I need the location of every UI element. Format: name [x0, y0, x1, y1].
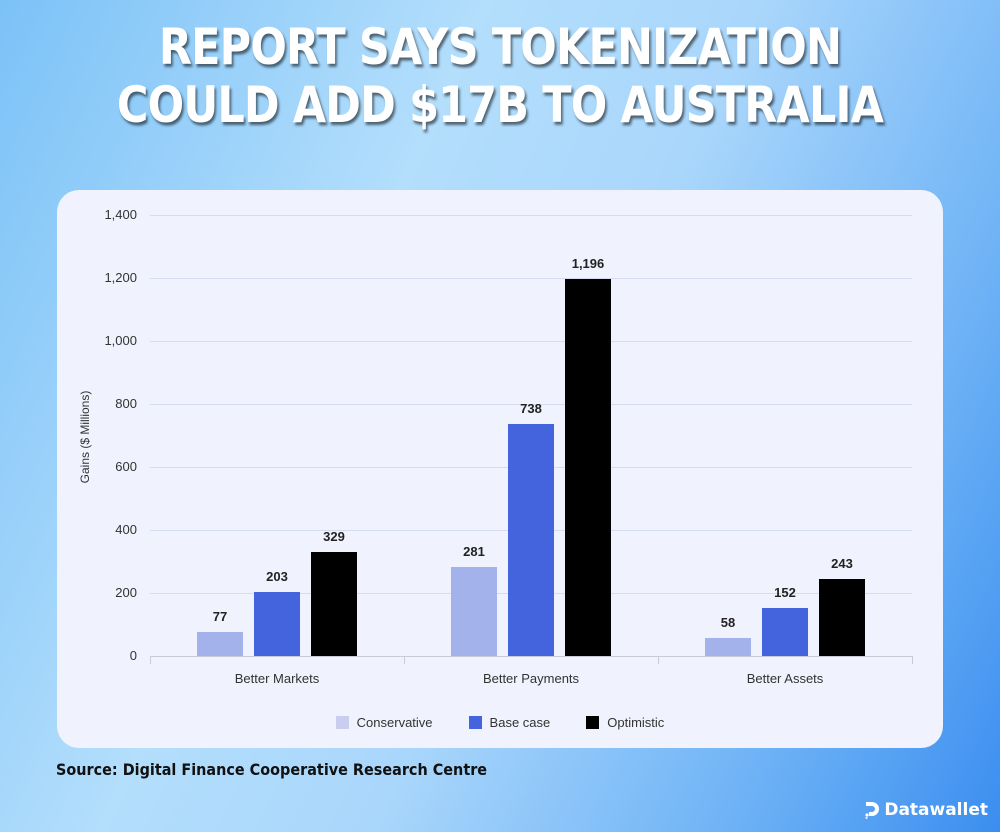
- y-tick-label: 1,000: [104, 333, 137, 348]
- gridline: [150, 341, 912, 342]
- bar-value-label: 281: [463, 544, 485, 560]
- gridline: [150, 278, 912, 279]
- bar-base-case: [254, 592, 300, 656]
- bar-value-label: 203: [266, 569, 288, 585]
- bar-optimistic: [311, 552, 357, 656]
- bar-chart: 0 200 400 600 800 1,000 1,200 1,400 77 203 329 Bett…: [57, 190, 943, 748]
- y-tick-label: 400: [115, 522, 137, 537]
- legend-swatch-icon: [586, 716, 600, 729]
- y-tick-label: 0: [129, 648, 137, 663]
- x-axis-tick: [912, 656, 913, 664]
- y-tick-label: 1,400: [104, 207, 137, 222]
- legend-item-optimistic: Optimistic: [586, 715, 664, 730]
- gridline: [150, 404, 912, 405]
- bar-value-label: 243: [831, 556, 853, 572]
- bar-optimistic: [565, 279, 611, 656]
- headline-line-2: COULD ADD $17B TO AUSTRALIA: [116, 76, 884, 134]
- datawallet-logo-icon: [865, 802, 880, 819]
- bar-base-case: [508, 423, 554, 656]
- legend-swatch-icon: [468, 716, 482, 729]
- legend-item-conservative: Conservative: [335, 715, 433, 730]
- bar-value-label: 329: [323, 529, 345, 545]
- bar-conservative: [197, 631, 243, 656]
- bar-conservative: [451, 567, 497, 656]
- x-axis-line: [150, 656, 912, 657]
- bar-conservative: [705, 637, 751, 656]
- y-tick-label: 800: [115, 396, 137, 411]
- gridline: [150, 215, 912, 216]
- chart-legend: Conservative Base case Optimistic: [57, 715, 943, 730]
- x-category-label: Better Markets: [234, 671, 320, 686]
- bar-optimistic: [819, 579, 865, 656]
- headline-line-1: REPORT SAYS TOKENIZATION: [158, 18, 842, 76]
- legend-item-base-case: Base case: [468, 715, 551, 730]
- bar-value-label: 738: [520, 400, 542, 416]
- bar-value-label: 152: [774, 585, 796, 601]
- x-axis-tick: [658, 656, 659, 664]
- legend-label: Conservative: [356, 715, 433, 730]
- x-axis-tick: [150, 656, 151, 664]
- chart-card: 0 200 400 600 800 1,000 1,200 1,400 77 203 329 Bett…: [57, 190, 943, 748]
- x-axis-tick: [404, 656, 405, 664]
- y-tick-label: 600: [115, 459, 137, 474]
- legend-label: Base case: [489, 715, 551, 730]
- bar-value-label: 1,196: [571, 256, 605, 272]
- brand-name: Datawallet: [884, 800, 988, 820]
- y-tick-label: 1,200: [104, 270, 137, 285]
- y-axis-label: Gains ($ Millions): [78, 390, 92, 484]
- y-tick-label: 200: [115, 585, 137, 600]
- x-category-label: Better Assets: [746, 671, 824, 686]
- source-caption: Source: Digital Finance Cooperative Rese…: [56, 760, 488, 779]
- legend-swatch-icon: [335, 716, 349, 729]
- brand-logo: Datawallet: [864, 800, 988, 820]
- x-category-label: Better Payments: [482, 671, 580, 686]
- headline: REPORT SAYS TOKENIZATION COULD ADD $17B …: [70, 18, 930, 134]
- legend-label: Optimistic: [607, 715, 665, 730]
- bar-value-label: 77: [212, 608, 228, 624]
- bar-base-case: [762, 608, 808, 656]
- bar-value-label: 58: [720, 614, 736, 630]
